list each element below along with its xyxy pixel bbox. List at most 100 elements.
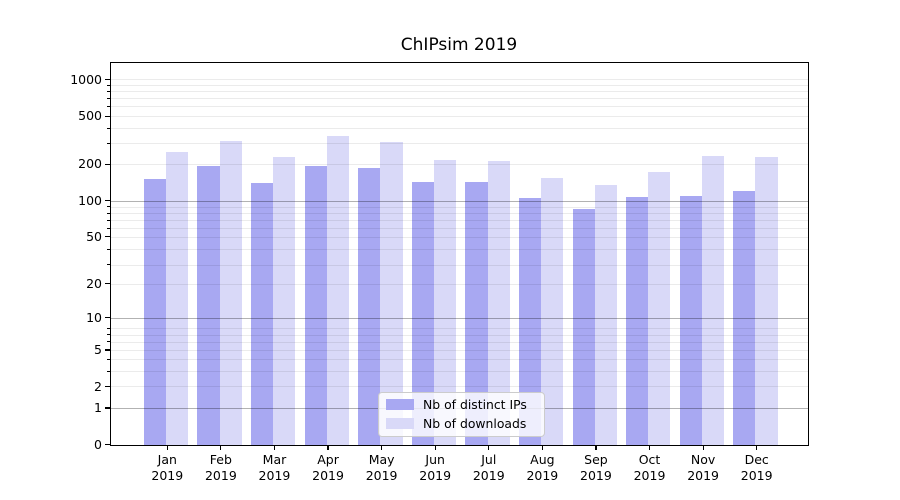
x-tick-dec — [756, 445, 758, 451]
bar-distinct-ips-jun — [411, 181, 434, 445]
y-tick-label-50: 50 — [86, 228, 102, 244]
y-tick-label-20: 20 — [86, 275, 102, 291]
y-tick-minor — [107, 328, 110, 329]
x-tick-jun — [434, 445, 436, 451]
x-tick-label-nov: Nov 2019 — [671, 452, 735, 483]
gridlines-layer — [111, 63, 808, 444]
y-tick-label-2: 2 — [94, 378, 102, 394]
y-gridline-minor — [111, 212, 808, 214]
x-label-month: Dec — [744, 452, 769, 467]
x-label-year: 2019 — [740, 467, 773, 483]
x-label-year: 2019 — [312, 467, 344, 483]
bar-distinct-ips-may — [358, 167, 381, 445]
bar-downloads-feb — [219, 140, 242, 445]
y-gridline-minor — [111, 371, 808, 373]
x-label-month: Jul — [481, 452, 497, 467]
y-gridline-major-10 — [111, 317, 808, 319]
y-tick-minor — [107, 127, 110, 129]
y-gridline-minor — [111, 249, 808, 251]
y-tick-label-10: 10 — [86, 309, 102, 325]
y-tick-minor — [107, 370, 110, 372]
legend-item-distinct-ips: Nb of distinct IPs — [386, 396, 536, 412]
y-tick-label-500: 500 — [78, 108, 102, 124]
y-tick-2 — [104, 385, 110, 388]
y-tick-label-0: 0 — [94, 436, 102, 452]
x-tick-label-mar: Mar 2019 — [242, 452, 306, 483]
bar-distinct-ips-oct — [626, 196, 649, 445]
y-tick-minor — [107, 359, 110, 361]
x-label-year: 2019 — [687, 467, 719, 483]
y-gridline-200 — [111, 164, 808, 166]
x-label-year: 2019 — [151, 467, 184, 483]
x-tick-oct — [648, 445, 651, 451]
bar-downloads-dec — [755, 156, 778, 445]
y-tick-100 — [104, 200, 110, 202]
x-label-month: Feb — [209, 452, 232, 467]
y-tick-label-100: 100 — [78, 192, 102, 208]
x-tick-sep — [595, 445, 597, 451]
x-label-year: 2019 — [258, 467, 291, 483]
x-tick-label-jul: Jul 2019 — [457, 452, 521, 483]
y-tick-20 — [104, 283, 110, 285]
x-tick-label-sep: Sep 2019 — [564, 452, 628, 483]
legend-label-distinct-ips: Nb of distinct IPs — [423, 396, 527, 412]
x-label-month: Nov — [690, 452, 716, 467]
y-tick-minor — [107, 212, 110, 214]
y-gridline-minor — [111, 264, 808, 266]
x-tick-aug — [541, 445, 543, 451]
y-tick-minor — [107, 227, 110, 229]
bar-distinct-ips-nov — [679, 195, 702, 445]
x-tick-label-may: May 2019 — [350, 452, 414, 483]
y-tick-minor — [107, 219, 110, 221]
x-label-month: May — [368, 452, 395, 467]
bar-downloads-sep — [594, 184, 617, 445]
y-gridline-50 — [111, 236, 808, 238]
y-tick-50 — [104, 236, 110, 238]
bar-downloads-aug — [541, 177, 564, 445]
y-gridline-minor — [111, 328, 808, 330]
y-gridline-minor — [111, 206, 808, 208]
x-label-year: 2019 — [526, 467, 559, 483]
y-gridline-minor — [111, 341, 808, 343]
legend: Nb of distinct IPs Nb of downloads — [378, 391, 545, 437]
y-gridline-minor — [111, 127, 808, 129]
y-tick-500 — [104, 115, 110, 117]
plot-area — [110, 62, 809, 446]
y-tick-label-1000: 1000 — [70, 71, 102, 87]
bars-layer — [111, 63, 807, 445]
y-tick-200 — [104, 163, 110, 165]
y-gridline-minor — [111, 219, 808, 221]
y-gridline-1000 — [111, 79, 808, 81]
legend-item-downloads: Nb of downloads — [386, 416, 536, 431]
y-gridline-minor — [111, 98, 808, 100]
x-tick-feb — [220, 445, 222, 451]
bar-downloads-jul — [487, 160, 510, 445]
y-gridline-minor — [111, 143, 808, 145]
x-label-year: 2019 — [580, 467, 612, 483]
bar-distinct-ips-mar — [251, 182, 274, 445]
y-tick-minor — [107, 84, 110, 86]
bar-distinct-ips-jan — [143, 179, 167, 445]
x-tick-nov — [702, 445, 704, 451]
x-tick-label-oct: Oct 2019 — [618, 452, 682, 483]
y-tick-5 — [104, 349, 110, 351]
bar-downloads-mar — [273, 157, 296, 445]
x-label-month: Jun — [425, 452, 445, 467]
x-tick-apr — [327, 445, 329, 451]
legend-swatch-distinct-ips — [386, 399, 414, 410]
y-gridline-20 — [111, 283, 808, 285]
x-label-month: Sep — [584, 452, 608, 467]
y-gridline-minor — [111, 106, 808, 108]
x-label-year: 2019 — [472, 467, 505, 483]
x-label-month: Mar — [262, 452, 287, 467]
y-tick-10 — [104, 317, 110, 319]
y-gridline-major-100 — [111, 200, 808, 202]
x-label-year: 2019 — [365, 467, 398, 483]
y-tick-minor — [107, 341, 110, 343]
y-tick-0 — [104, 444, 110, 446]
y-tick-label-1: 1 — [94, 399, 102, 415]
y-tick-1000 — [104, 78, 110, 81]
x-label-month: Oct — [638, 452, 661, 467]
bar-distinct-ips-dec — [733, 190, 756, 445]
